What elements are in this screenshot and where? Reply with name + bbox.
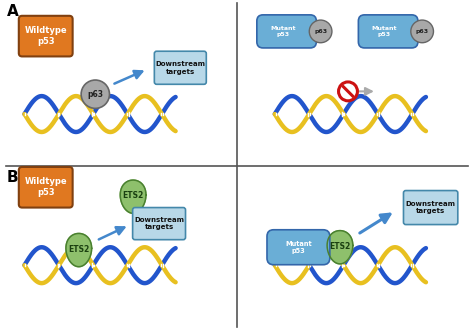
Polygon shape bbox=[120, 180, 146, 213]
Text: ETS2: ETS2 bbox=[122, 191, 144, 200]
Text: p63: p63 bbox=[314, 29, 327, 34]
FancyBboxPatch shape bbox=[267, 230, 330, 265]
Circle shape bbox=[309, 20, 332, 43]
Circle shape bbox=[338, 82, 357, 101]
FancyBboxPatch shape bbox=[19, 16, 73, 56]
FancyBboxPatch shape bbox=[155, 51, 206, 84]
Text: ETS2: ETS2 bbox=[329, 242, 351, 251]
Circle shape bbox=[411, 20, 434, 43]
Text: Mutant
p53: Mutant p53 bbox=[270, 26, 296, 37]
Text: p63: p63 bbox=[416, 29, 428, 34]
Text: A: A bbox=[7, 4, 18, 20]
FancyBboxPatch shape bbox=[133, 208, 185, 240]
Text: Downstream
targets: Downstream targets bbox=[155, 61, 205, 74]
FancyBboxPatch shape bbox=[358, 15, 418, 48]
FancyBboxPatch shape bbox=[257, 15, 316, 48]
Text: B: B bbox=[7, 170, 18, 185]
Text: Downstream
targets: Downstream targets bbox=[406, 201, 456, 214]
Text: Mutant
p53: Mutant p53 bbox=[372, 26, 397, 37]
FancyBboxPatch shape bbox=[403, 191, 458, 224]
Text: Wildtype
p53: Wildtype p53 bbox=[24, 26, 67, 46]
Text: ETS2: ETS2 bbox=[68, 245, 90, 254]
Circle shape bbox=[81, 80, 109, 108]
Text: Mutant
p53: Mutant p53 bbox=[285, 241, 312, 254]
Text: Downstream
targets: Downstream targets bbox=[134, 217, 184, 230]
Polygon shape bbox=[327, 231, 353, 264]
Polygon shape bbox=[66, 233, 91, 267]
Text: Wildtype
p53: Wildtype p53 bbox=[24, 177, 67, 197]
FancyBboxPatch shape bbox=[19, 167, 73, 208]
Text: p63: p63 bbox=[87, 90, 103, 99]
